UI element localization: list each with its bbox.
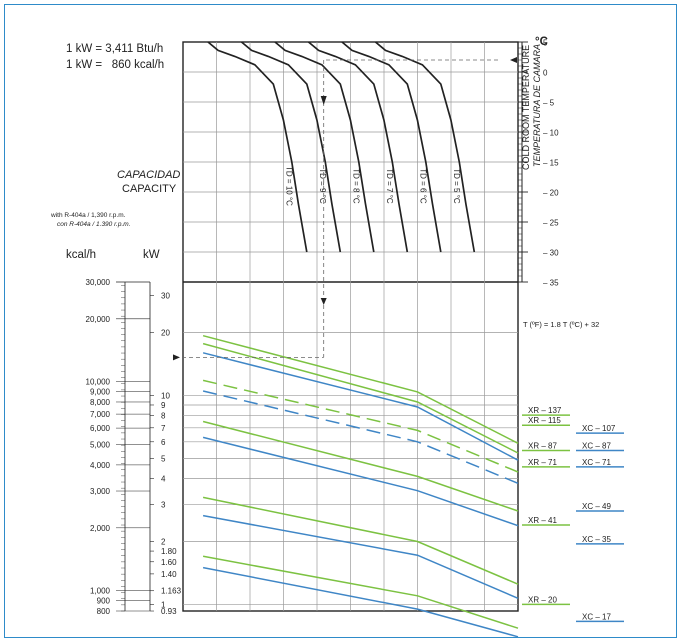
kcal-unit-label: kcal/h (66, 249, 97, 261)
td-curve-label: TD = 9 °C (318, 168, 327, 204)
temperature-tick-label: – 5 (543, 99, 555, 108)
temperature-tick-label: 0 (543, 69, 548, 78)
capacity-curve (202, 334, 519, 444)
legend-label: XC – 71 (582, 458, 611, 467)
kw-tick-label: 30 (161, 292, 170, 301)
capacity-curve (202, 566, 519, 638)
kcal-tick-label: 9,000 (90, 387, 111, 396)
temperature-tick-label: 5 (543, 39, 548, 48)
kcal-tick-label: 2,000 (90, 524, 111, 533)
capacity-curve (202, 555, 519, 629)
legend-label: XR – 41 (528, 516, 557, 525)
legend-label: XC – 87 (582, 442, 611, 451)
chart-svg: 5 0 – 5 – 10 – 15 – 20 – 25 – 30 – 35 30,000 20,00… (86, 39, 624, 638)
kcal-tick-label: 8,000 (90, 398, 111, 407)
legend-label: XC – 107 (582, 424, 616, 433)
kcal-tick-label: 30,000 (86, 278, 111, 287)
td-curve (240, 41, 342, 253)
example-arrow-down-top (320, 96, 327, 105)
kcal-tick-label: 1,000 (90, 587, 111, 596)
chart-frame: 1 kW = 3,411 Btu/h 1 kW = 860 kcal/h CAP… (4, 4, 677, 638)
fahrenheit-formula: T (ºF) = 1.8 T (ºC) + 32 (523, 320, 600, 329)
capacity-curve (202, 352, 519, 461)
kw-tick-label: 1.40 (161, 570, 177, 579)
capacity-curve (202, 379, 519, 473)
kw-tick-label: 1 (161, 600, 166, 609)
capacity-curve (202, 342, 519, 454)
legend-label: XC – 49 (582, 502, 611, 511)
kw-tick-label: 8 (161, 412, 166, 421)
refrigerant-english-note: with R-404a / 1,390 r.p.m. (51, 212, 126, 219)
td-curve (374, 41, 476, 253)
temperature-tick-label: – 20 (543, 189, 559, 198)
legend-label: XC – 35 (582, 535, 611, 544)
kw-tick-label: 5 (161, 454, 166, 463)
kw-tick-label: 7 (161, 424, 166, 433)
capacity-curve (202, 496, 519, 585)
legend-label: XC – 17 (582, 612, 611, 621)
td-curve (274, 41, 375, 253)
capacity-curve (202, 514, 519, 599)
kw-tick-label: 0.93 (161, 607, 177, 616)
kw-tick-label: 3 (161, 501, 166, 510)
capacity-english-label: CAPACITY (122, 183, 177, 195)
temperature-tick-label: – 30 (543, 249, 559, 258)
capacity-curve (202, 390, 519, 484)
kcal-tick-label: 20,000 (86, 315, 111, 324)
kw-tick-label: 6 (161, 438, 166, 447)
kcal-tick-label: 5,000 (90, 441, 111, 450)
capacity-curve (202, 420, 519, 512)
kcal-tick-label: 6,000 (90, 424, 111, 433)
kw-unit-label: kW (143, 249, 160, 261)
temperature-tick-label: – 10 (543, 129, 559, 138)
temperature-tick-label: – 15 (543, 159, 559, 168)
kcal-tick-label: 3,000 (90, 487, 111, 496)
kcal-tick-label: 10,000 (86, 378, 111, 387)
td-curve (207, 41, 308, 253)
td-curve-label: TD = 8 °C (352, 168, 361, 204)
kw-tick-label: 20 (161, 328, 170, 337)
kw-tick-label: 4 (161, 475, 166, 484)
legend-label: XR – 20 (528, 595, 557, 604)
celsius-unit-label: °C (535, 36, 548, 48)
conversion-kcal: 1 kW = 860 kcal/h (66, 59, 165, 71)
kw-tick-label: 1.60 (161, 558, 177, 567)
refrigerant-spanish-note: con R-404a / 1.390 r.p.m. (57, 221, 131, 228)
td-curve-label: TD = 10 °C (285, 166, 294, 206)
conversion-btu: 1 kW = 3,411 Btu/h (66, 43, 164, 55)
legend-label: XR – 137 (528, 406, 562, 415)
kw-tick-label: 1.80 (161, 547, 177, 556)
td-curve-label: TD = 7 °C (385, 168, 394, 204)
legend-label: XR – 71 (528, 458, 557, 467)
kcal-tick-label: 900 (97, 596, 111, 605)
kcal-tick-label: 800 (97, 607, 111, 616)
example-arrow-down-bottom (320, 298, 327, 305)
legend-label: XR – 115 (528, 416, 561, 425)
kw-tick-label: 9 (161, 401, 166, 410)
example-arrow-temperature (510, 57, 517, 63)
kw-tick-label: 1.163 (161, 587, 182, 596)
kcal-tick-label: 7,000 (90, 410, 111, 419)
kw-tick-label: 2 (161, 538, 166, 547)
kcal-tick-label: 4,000 (90, 461, 111, 470)
td-curve (307, 41, 409, 253)
td-curve (341, 41, 442, 253)
example-arrow-capacity (173, 354, 180, 361)
temperature-tick-label: – 35 (543, 279, 559, 288)
capacity-spanish-label: CAPACIDAD (117, 169, 181, 181)
kw-tick-label: 10 (161, 391, 170, 400)
temperature-tick-label: – 25 (543, 219, 559, 228)
td-curve-label: TD = 5 °C (452, 168, 461, 204)
legend-label: XR – 87 (528, 442, 557, 451)
td-curve-label: TD = 6 °C (419, 168, 428, 204)
capacity-curve (202, 436, 519, 527)
